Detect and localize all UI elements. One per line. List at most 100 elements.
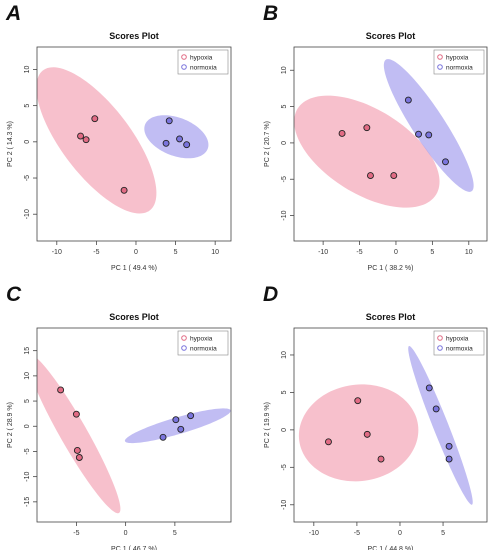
- data-point-normoxia: [159, 433, 167, 441]
- legend-marker-normoxia: [437, 64, 443, 70]
- y-tick-label: 0: [24, 424, 31, 428]
- legend-label: hypoxia: [446, 55, 469, 62]
- legend-marker-normoxia: [437, 345, 443, 351]
- x-tick-label: 5: [174, 249, 178, 256]
- x-axis-label: PC 1 ( 46.7 %): [111, 546, 157, 550]
- confidence-ellipse-normoxia: [383, 59, 474, 192]
- data-point-hypoxia: [91, 115, 99, 123]
- plot-area: [294, 59, 474, 208]
- y-tick-label: 5: [24, 104, 31, 108]
- legend-label: hypoxia: [190, 336, 213, 343]
- y-tick-label: 0: [281, 141, 288, 145]
- data-point-normoxia: [404, 96, 412, 104]
- data-point-hypoxia: [75, 454, 83, 461]
- plot-frame: [36, 327, 232, 523]
- data-point-normoxia: [425, 384, 433, 392]
- legend-marker-hypoxia: [437, 335, 443, 341]
- panel-label: C: [6, 283, 22, 306]
- x-tick-label: 10: [465, 249, 473, 256]
- x-axis-label: PC 1 ( 38.2 %): [368, 265, 414, 272]
- data-point-hypoxia: [338, 130, 346, 137]
- y-tick-label: 5: [24, 399, 31, 403]
- legend-label: normoxia: [446, 346, 473, 353]
- data-point-normoxia: [183, 141, 191, 149]
- x-tick-label: 0: [134, 249, 138, 256]
- chart-title: Scores Plot: [366, 312, 416, 322]
- confidence-ellipse-hypoxia: [37, 67, 157, 214]
- x-tick-label: -5: [354, 530, 360, 537]
- confidence-ellipse-hypoxia: [294, 95, 440, 208]
- y-axis-label: PC 2 ( 14.3 %): [7, 121, 14, 167]
- x-tick-label: 5: [441, 530, 445, 537]
- data-point-hypoxia: [77, 132, 85, 140]
- y-axis-label: PC 2 ( 19.9 %): [264, 402, 271, 448]
- y-axis-label: PC 2 ( 28.9 %): [7, 402, 14, 448]
- y-tick-label: 5: [281, 390, 288, 394]
- legend-box: [177, 49, 229, 75]
- legend-marker-hypoxia: [437, 54, 443, 60]
- legend-box: [433, 49, 485, 75]
- scores-plot-panel: D Scores Plot -10 -5 0 5 -10 -5 0 5 10 PC 1 ( 44.8 …: [263, 283, 488, 550]
- scores-plot-panel: B Scores Plot -10 -5 0 5 10 -10 -5 0 5 10 PC 1 ( 38.…: [263, 2, 488, 272]
- panel-label: B: [263, 2, 278, 25]
- legend-marker-normoxia: [181, 345, 187, 351]
- confidence-ellipse-hypoxia: [298, 384, 419, 482]
- data-point-hypoxia: [72, 410, 80, 418]
- y-tick-label: -10: [24, 209, 31, 219]
- x-axis-label: PC 1 ( 44.8 %): [368, 546, 414, 550]
- x-tick-label: 5: [430, 249, 434, 256]
- chart-title: Scores Plot: [109, 31, 159, 41]
- data-point-hypoxia: [363, 124, 371, 132]
- x-tick-label: -5: [356, 249, 362, 256]
- data-point-hypoxia: [363, 430, 371, 438]
- legend-label: hypoxia: [446, 336, 469, 343]
- legend-label: normoxia: [190, 65, 217, 72]
- confidence-ellipse-normoxia: [144, 115, 209, 159]
- plot-area: [37, 67, 209, 214]
- plot-area: [298, 346, 473, 505]
- data-point-hypoxia: [377, 455, 385, 463]
- y-tick-label: -10: [281, 500, 288, 510]
- data-point-normoxia: [187, 412, 195, 420]
- legend-marker-hypoxia: [181, 335, 187, 341]
- confidence-ellipse-normoxia: [124, 408, 231, 444]
- data-point-hypoxia: [120, 186, 128, 194]
- y-tick-label: -5: [281, 176, 288, 182]
- y-tick-label: 15: [24, 347, 31, 355]
- data-point-normoxia: [432, 405, 440, 413]
- y-tick-label: -5: [24, 175, 31, 181]
- legend-box: [433, 330, 485, 356]
- panel-label: D: [263, 283, 278, 306]
- x-tick-label: -5: [93, 249, 99, 256]
- x-tick-label: 0: [398, 530, 402, 537]
- data-point-hypoxia: [354, 397, 362, 405]
- x-tick-label: 5: [173, 530, 177, 537]
- data-point-hypoxia: [390, 172, 398, 180]
- x-tick-label: -10: [309, 530, 319, 537]
- plot-frame: [36, 46, 232, 242]
- data-point-normoxia: [177, 425, 185, 433]
- plot-frame: [293, 327, 488, 523]
- plot-frame: [293, 46, 488, 242]
- data-point-normoxia: [425, 131, 433, 139]
- data-point-hypoxia: [325, 438, 332, 446]
- data-point-normoxia: [445, 442, 453, 450]
- y-tick-label: 10: [24, 372, 31, 380]
- x-tick-label: -10: [318, 249, 328, 256]
- y-tick-label: -10: [24, 471, 31, 481]
- legend-box: [177, 330, 229, 356]
- y-tick-label: 10: [281, 351, 288, 359]
- y-tick-label: -5: [281, 464, 288, 470]
- confidence-ellipse-hypoxia: [37, 358, 121, 514]
- legend-label: normoxia: [446, 65, 473, 72]
- data-point-normoxia: [415, 130, 422, 138]
- data-point-hypoxia: [367, 172, 374, 180]
- legend-marker-hypoxia: [181, 54, 187, 60]
- y-tick-label: 10: [281, 66, 288, 74]
- scores-plot-panel: C Scores Plot -5 0 5 -15 -10 -5 0 5 10 15 PC 1 ( 46.…: [6, 283, 232, 550]
- data-point-normoxia: [176, 135, 183, 143]
- data-point-hypoxia: [73, 446, 81, 454]
- data-point-normoxia: [162, 139, 170, 147]
- data-point-hypoxia: [82, 136, 90, 144]
